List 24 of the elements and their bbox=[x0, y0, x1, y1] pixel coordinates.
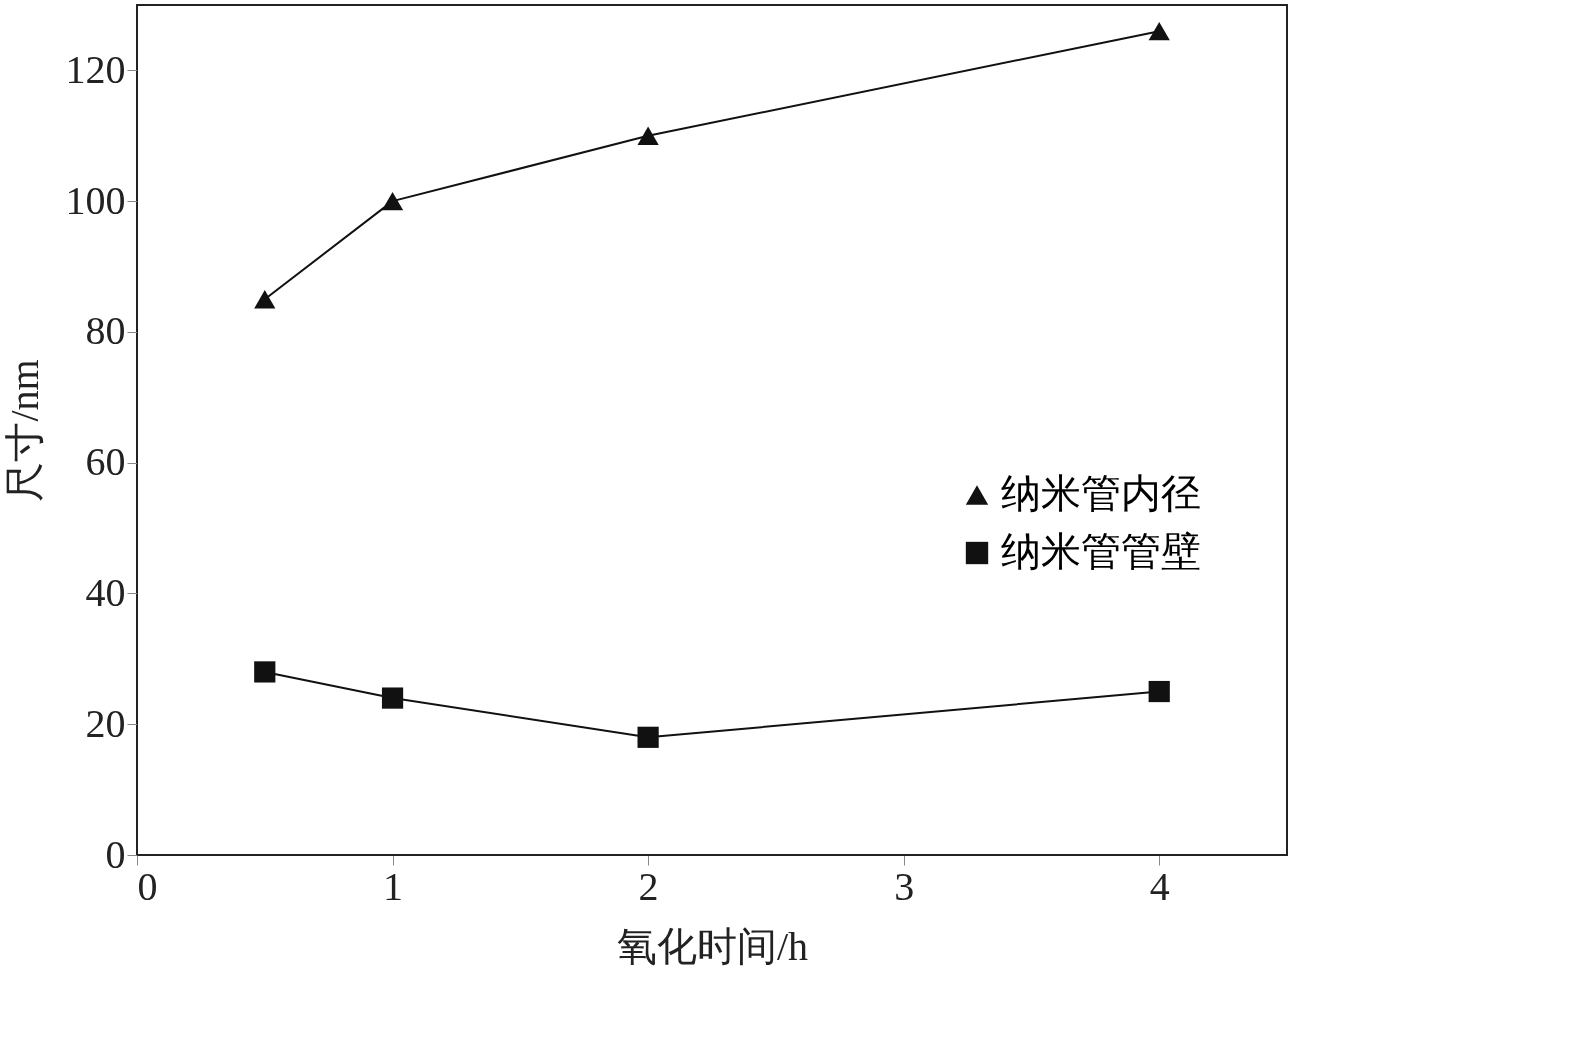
point bbox=[254, 290, 276, 309]
point bbox=[637, 126, 659, 145]
y-tick-label: 20 bbox=[85, 700, 126, 746]
y-tick-label: 120 bbox=[65, 46, 126, 92]
x-tick-label: 0 bbox=[137, 863, 158, 909]
point bbox=[1148, 680, 1170, 703]
y-tick-label: 100 bbox=[65, 177, 126, 223]
x-tick-label: 3 bbox=[894, 863, 915, 909]
point bbox=[381, 191, 404, 211]
point bbox=[254, 661, 276, 683]
y-axis-title: 尺寸/nm bbox=[1, 359, 47, 502]
legend-label: 纳米管内径 bbox=[1001, 471, 1201, 516]
y-tick-label: 60 bbox=[85, 439, 126, 485]
point bbox=[637, 726, 659, 748]
x-axis-title: 氧化时间/h bbox=[616, 923, 809, 969]
legend-label: 纳米管管壁 bbox=[1001, 529, 1201, 574]
x-tick-label: 4 bbox=[1149, 863, 1170, 909]
point bbox=[1148, 21, 1170, 41]
y-tick-label: 80 bbox=[85, 308, 126, 354]
x-tick-label: 2 bbox=[638, 863, 659, 909]
point bbox=[381, 687, 404, 709]
y-tick-label: 0 bbox=[105, 831, 126, 877]
x-tick-label: 1 bbox=[383, 863, 404, 909]
y-tick-label: 40 bbox=[85, 569, 126, 615]
